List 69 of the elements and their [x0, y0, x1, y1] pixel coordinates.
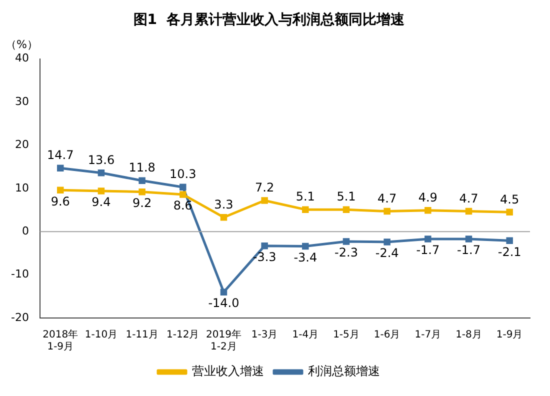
point	[220, 288, 228, 296]
point	[302, 242, 309, 250]
point	[98, 188, 105, 194]
data-label: 13.6	[88, 152, 115, 167]
data-label: 3.3	[214, 197, 234, 212]
x-tick-label: 1-4月	[292, 330, 319, 341]
x-tick-label: 2018年 1-9月	[42, 328, 78, 353]
data-label: -2.3	[334, 246, 358, 260]
data-label: 9.4	[92, 195, 111, 210]
x-tick-label: 1-9月	[496, 330, 523, 341]
data-label: -1.7	[416, 243, 440, 258]
point	[384, 238, 390, 246]
legend-label: 利润总额增速	[308, 364, 380, 378]
x-tick-label: 1-3月	[251, 330, 278, 341]
point	[180, 184, 186, 190]
x-tick-label: 1-8月	[456, 330, 482, 341]
data-label: 10.3	[170, 167, 196, 182]
y-tick-label: 0	[22, 224, 29, 238]
data-label: 9.2	[132, 196, 152, 210]
y-tick-label: 40	[14, 52, 29, 65]
chart-title: 图1 各月累计营业收入与利润总额同比增速	[133, 11, 406, 28]
legend-label: 营业收入增速	[192, 364, 264, 378]
x-tick-label: 1-5月	[333, 330, 360, 341]
x-tick-label: 1-11月	[126, 330, 158, 341]
data-label: 14.7	[47, 148, 74, 162]
data-label: 7.2	[255, 180, 274, 195]
point	[465, 236, 472, 242]
data-label: -2.1	[498, 244, 522, 259]
point	[342, 238, 350, 245]
data-label: 4.7	[378, 191, 397, 206]
data-label: -1.7	[457, 243, 480, 258]
point	[506, 237, 513, 244]
data-label: 5.1	[336, 190, 356, 204]
y-tick-label: -10	[11, 268, 29, 281]
point	[465, 208, 472, 215]
point	[506, 208, 513, 216]
point	[57, 186, 64, 194]
point	[261, 242, 268, 250]
data-label: 5.1	[296, 190, 315, 204]
point	[384, 208, 390, 215]
point	[220, 214, 228, 221]
point	[342, 206, 350, 213]
y-tick-label: 30	[14, 94, 29, 108]
point	[98, 169, 105, 176]
point	[138, 177, 146, 184]
data-label: -3.4	[294, 250, 318, 264]
point	[424, 236, 432, 242]
y-tick-label: 20	[14, 138, 29, 152]
y-tick-label: -20	[11, 310, 29, 324]
point	[424, 207, 432, 214]
x-tick-label: 2019年 1-2月	[206, 328, 242, 353]
y-axis-title: （%）	[6, 38, 38, 52]
point	[261, 197, 268, 204]
data-label: -14.0	[208, 296, 240, 310]
point	[138, 188, 146, 196]
data-label: 4.7	[459, 191, 478, 206]
point	[302, 206, 309, 213]
x-tick-label: 1-12月	[166, 330, 200, 341]
point	[57, 164, 64, 172]
point	[180, 191, 186, 198]
y-tick-label: 10	[14, 181, 29, 194]
x-tick-label: 1-6月	[374, 330, 400, 341]
data-label: 9.6	[50, 194, 70, 208]
x-tick-label: 1-7月	[414, 330, 442, 341]
data-label: 4.5	[500, 192, 520, 206]
x-tick-label: 1-10月	[84, 330, 118, 341]
data-label: 11.8	[128, 160, 156, 175]
data-label: -2.4	[375, 246, 399, 260]
data-label: 4.9	[418, 190, 438, 205]
